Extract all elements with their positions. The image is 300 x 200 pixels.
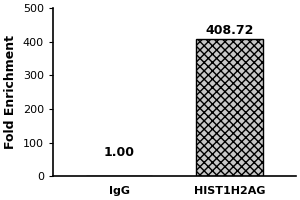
Text: 408.72: 408.72 <box>206 24 254 37</box>
Text: 1.00: 1.00 <box>103 146 135 159</box>
Bar <box>196 39 263 176</box>
Y-axis label: Fold Enrichment: Fold Enrichment <box>4 35 17 149</box>
